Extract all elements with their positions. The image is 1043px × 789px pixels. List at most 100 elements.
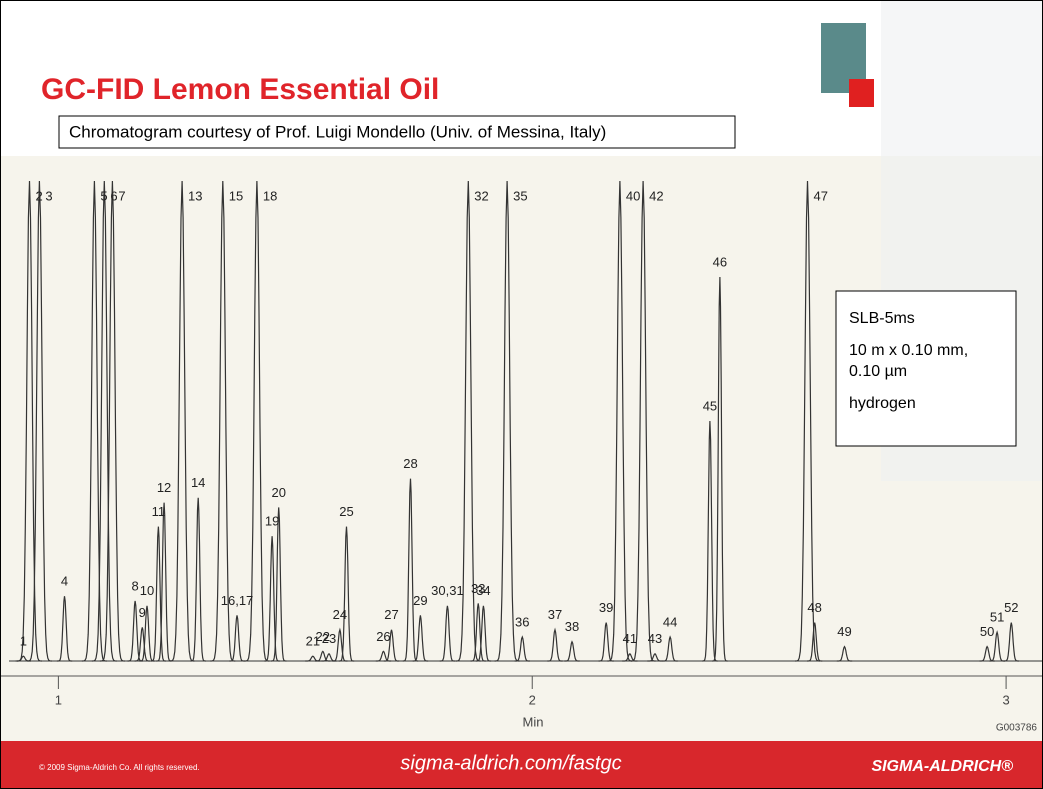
peak-label: 24 <box>333 607 347 622</box>
brand: SIGMA-ALDRICH® <box>871 758 1013 775</box>
peak <box>229 615 245 662</box>
peak-label: 3 <box>45 188 52 203</box>
credit: Chromatogram courtesy of Prof. Luigi Mon… <box>69 122 606 141</box>
peak <box>375 650 392 662</box>
peak <box>169 180 195 662</box>
peak-label: 28 <box>403 456 417 471</box>
decoration <box>849 79 874 107</box>
peak <box>989 630 1005 662</box>
peak-label: 49 <box>837 624 851 639</box>
peak <box>662 635 678 662</box>
peak <box>598 622 614 662</box>
plot <box>9 180 1042 662</box>
peak-label: 19 <box>265 514 279 529</box>
peak <box>475 605 492 662</box>
x-tick-label: 3 <box>1002 692 1009 707</box>
peak-label: 13 <box>188 188 202 203</box>
peak-label: 16,17 <box>221 593 254 608</box>
peak <box>150 526 166 662</box>
peak <box>836 645 853 662</box>
peak <box>807 622 823 662</box>
condition: 0.10 µm <box>849 363 907 380</box>
peak <box>27 180 52 662</box>
peak-label: 15 <box>229 188 243 203</box>
peak-label: 44 <box>663 614 677 629</box>
peak-label: 36 <box>515 614 529 629</box>
x-tick-label: 1 <box>55 692 62 707</box>
peak <box>564 640 580 662</box>
peak-label: 40 <box>626 188 640 203</box>
peak <box>210 180 236 662</box>
url: sigma-aldrich.com/fastgc <box>400 752 621 774</box>
peak-label: 27 <box>384 607 398 622</box>
footer <box>1 741 1042 788</box>
peak-label: 26 <box>376 629 390 644</box>
peak-label: 6 <box>110 188 117 203</box>
peak-label: 18 <box>263 188 277 203</box>
x-tick-label: 2 <box>529 692 536 707</box>
peak-label: 20 <box>271 485 285 500</box>
peak <box>264 536 280 662</box>
peak-label: 8 <box>132 578 139 593</box>
peak <box>332 627 348 662</box>
peak <box>1003 622 1019 662</box>
peak-label: 48 <box>807 600 821 615</box>
peak-label: 32 <box>474 188 488 203</box>
peak-label: 41 <box>623 631 637 646</box>
peak <box>271 507 287 662</box>
peak <box>439 605 456 662</box>
peak <box>91 180 117 662</box>
peak-label: 43 <box>648 631 662 646</box>
copyright: © 2009 Sigma-Aldrich Co. All rights rese… <box>39 763 200 772</box>
peak <box>99 180 125 662</box>
x-axis-label: Min <box>523 714 544 729</box>
peak <box>795 180 820 662</box>
peak <box>156 502 172 662</box>
peak-label: 37 <box>548 607 562 622</box>
peak-label: 7 <box>118 188 125 203</box>
peak-label: 2 <box>35 188 42 203</box>
peak <box>383 629 400 662</box>
peak-label: 46 <box>713 254 727 269</box>
peak-label: 30,31 <box>431 583 464 598</box>
peak-label: 4 <box>61 574 68 589</box>
peak <box>338 526 355 662</box>
condition: hydrogen <box>849 395 916 412</box>
peak-label: 35 <box>513 188 527 203</box>
peak-label: 45 <box>703 398 717 413</box>
peak <box>315 650 331 662</box>
peak <box>190 497 206 662</box>
peak-label: 39 <box>599 600 613 615</box>
peak <box>630 180 656 662</box>
peak <box>712 276 728 662</box>
peak-label: 34 <box>476 583 490 598</box>
peak <box>17 180 42 662</box>
peak <box>622 652 638 662</box>
peak-label: 12 <box>157 480 171 495</box>
peak <box>455 180 481 662</box>
peak-label: 23 <box>322 631 336 646</box>
slide-title: GC-FID Lemon Essential Oil <box>41 73 439 106</box>
peak-label: 10 <box>140 583 154 598</box>
peak-label: 33 <box>471 581 485 596</box>
peak <box>470 603 486 662</box>
conditions-box <box>835 290 1017 447</box>
peak-label: 22 <box>316 629 330 644</box>
peak <box>514 635 530 662</box>
peak-label: 11 <box>152 504 166 519</box>
peak <box>412 615 429 662</box>
peak <box>56 596 73 662</box>
peak <box>494 180 520 662</box>
peak-label: 52 <box>1004 600 1018 615</box>
figure-code: G003786 <box>996 723 1038 734</box>
peak-label: 5 <box>100 188 107 203</box>
peak-label: 38 <box>565 619 579 634</box>
peak-label: 51 <box>990 610 1004 625</box>
peak-label: 1 <box>20 634 27 649</box>
peak <box>81 180 107 662</box>
condition: SLB-5ms <box>849 310 915 327</box>
peak <box>134 627 150 662</box>
peak-label: 21 <box>306 634 320 649</box>
